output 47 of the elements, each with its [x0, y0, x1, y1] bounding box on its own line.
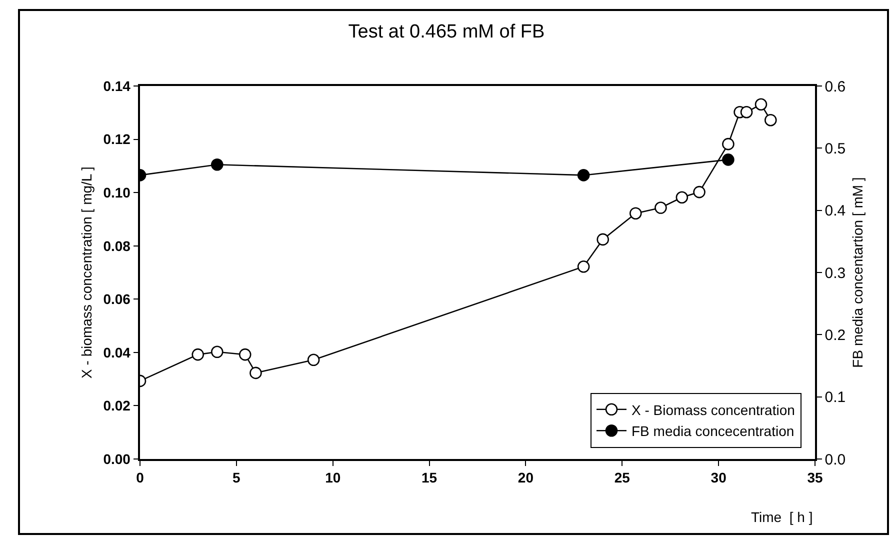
- point: [654, 202, 667, 214]
- point: [754, 98, 768, 111]
- y2-tick-label: 0.6: [824, 78, 846, 96]
- legend-label: FB media concecentration: [632, 423, 794, 440]
- y-tick-label: 0.10: [103, 184, 131, 200]
- chart-title: Test at 0.465 mM of FB: [348, 22, 545, 43]
- y-tick-label: 0.08: [103, 238, 131, 254]
- y-tick-label: 0.12: [103, 131, 131, 148]
- y-tick-label: 0.14: [103, 78, 131, 94]
- point: [676, 191, 688, 204]
- y2-tick-label: 0.0: [824, 451, 846, 468]
- point: [722, 154, 734, 166]
- point: [596, 233, 610, 246]
- point: [307, 354, 320, 366]
- x-tick-label: 20: [518, 470, 534, 486]
- y2-tick-label: 0.4: [824, 202, 846, 220]
- y2-axis-title: FB media concentartion [ mM ]: [849, 177, 866, 368]
- point: [250, 366, 262, 380]
- y2-tick-label: 0.2: [824, 326, 846, 344]
- point: [764, 114, 777, 126]
- point: [693, 186, 706, 198]
- x-tick-label: 30: [710, 470, 727, 486]
- x-tick-label: 10: [325, 470, 341, 486]
- point: [192, 348, 204, 361]
- x-tick-label: 15: [422, 470, 438, 486]
- x-tick-label: 35: [807, 470, 823, 486]
- y-axis-title: X - biomass concentration [ mg/L ]: [78, 166, 94, 378]
- x-tick-label: 0: [136, 470, 144, 486]
- y-tick-label: 0.06: [103, 291, 131, 308]
- point: [238, 348, 252, 361]
- point: [740, 106, 753, 118]
- y2-tick-label: 0.3: [824, 264, 846, 282]
- x-axis-title: Time [ h ]: [751, 509, 813, 525]
- point: [577, 169, 590, 182]
- y2-tick-label: 0.1: [824, 389, 846, 406]
- y-tick-label: 0.04: [103, 344, 131, 360]
- point: [210, 346, 224, 358]
- point: [629, 207, 642, 220]
- y2-tick-label: 0.5: [824, 140, 846, 158]
- point: [722, 138, 734, 150]
- x-tick-label: 25: [614, 470, 630, 486]
- point: [577, 260, 590, 273]
- y-tick-label: 0.00: [103, 450, 131, 467]
- x-tick-label: 5: [232, 470, 241, 486]
- point: [210, 158, 224, 171]
- y-tick-label: 0.02: [103, 398, 131, 414]
- legend-label: X - Biomass concentration: [632, 402, 795, 418]
